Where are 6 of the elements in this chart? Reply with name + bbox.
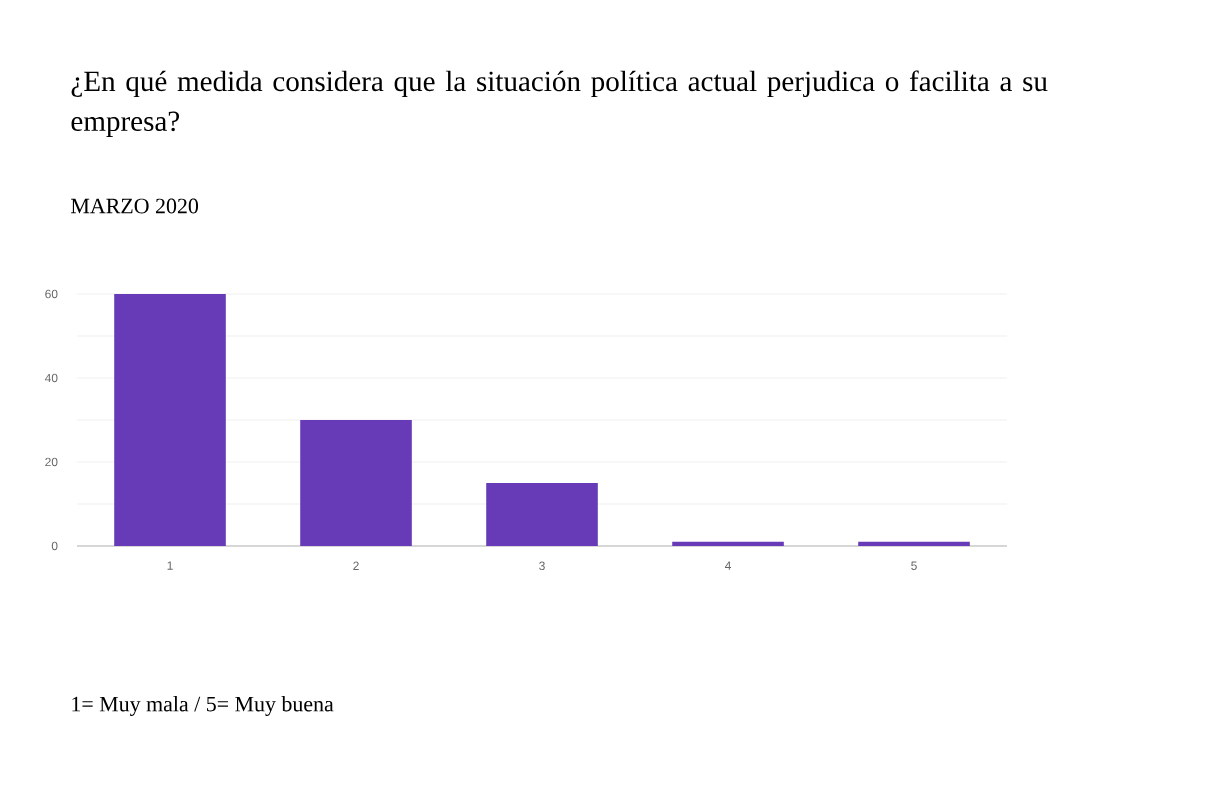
bar (486, 483, 598, 546)
chart-title: ¿En qué medida considera que la situación política actual perjudica o facilita a su empresa? (71, 70, 1048, 137)
text: 1= Muy mala / 5= Muy buena (72, 696, 334, 716)
bar (300, 420, 412, 546)
bar (114, 294, 226, 546)
chart-subtitle: MARZO 2020 (71, 198, 199, 214)
